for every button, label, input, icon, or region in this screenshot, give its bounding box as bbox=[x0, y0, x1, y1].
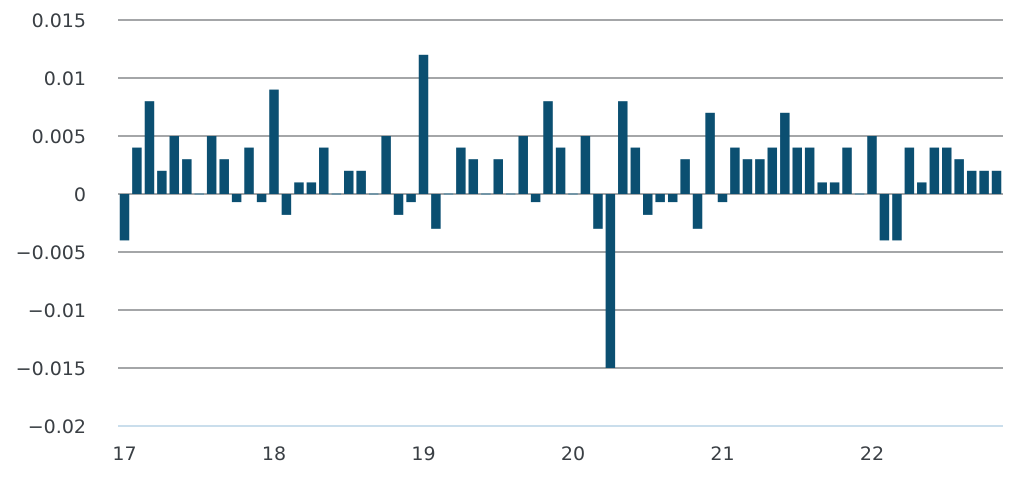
bar bbox=[966, 170, 977, 194]
y-tick-label: 0 bbox=[74, 184, 86, 206]
bar bbox=[929, 147, 940, 194]
y-tick-label: −0.01 bbox=[28, 300, 86, 322]
bar bbox=[294, 182, 304, 194]
bar bbox=[331, 193, 342, 195]
bar bbox=[182, 159, 192, 194]
bar bbox=[132, 147, 142, 194]
bar bbox=[692, 194, 703, 229]
bar bbox=[493, 159, 503, 194]
bar bbox=[530, 194, 541, 203]
bar bbox=[505, 193, 516, 195]
bar bbox=[655, 194, 665, 203]
bar bbox=[568, 193, 578, 195]
bar bbox=[842, 147, 852, 194]
bar bbox=[730, 147, 740, 194]
x-tick-label: 18 bbox=[262, 443, 286, 465]
bar bbox=[717, 194, 728, 203]
bar bbox=[954, 159, 964, 194]
bar bbox=[705, 112, 715, 194]
bar bbox=[879, 194, 890, 241]
bar bbox=[804, 147, 815, 194]
bar bbox=[269, 89, 279, 194]
bar bbox=[169, 136, 180, 194]
bar bbox=[555, 147, 566, 194]
bar bbox=[468, 159, 479, 194]
y-tick-label: 0.005 bbox=[32, 126, 86, 148]
bar bbox=[829, 182, 840, 194]
bar bbox=[418, 54, 429, 194]
bar bbox=[817, 182, 827, 194]
y-tick-label: −0.005 bbox=[16, 242, 86, 264]
bar bbox=[767, 147, 778, 194]
bar bbox=[119, 194, 130, 241]
bar bbox=[991, 170, 1002, 194]
bar bbox=[979, 170, 989, 194]
y-tick-label: −0.015 bbox=[16, 358, 86, 380]
bar bbox=[543, 101, 553, 194]
bar bbox=[680, 159, 690, 194]
x-tick-label: 17 bbox=[112, 443, 136, 465]
bars bbox=[119, 54, 1002, 368]
bar bbox=[481, 193, 491, 195]
bar bbox=[219, 159, 229, 194]
y-tick-label: −0.02 bbox=[28, 416, 86, 438]
x-tick-label: 21 bbox=[710, 443, 734, 465]
bar bbox=[381, 136, 391, 194]
bar bbox=[406, 194, 416, 203]
x-axis-tick-labels: 17 18 19 20 21 22 bbox=[112, 443, 884, 465]
bar bbox=[306, 182, 317, 194]
bar bbox=[393, 194, 404, 215]
bar bbox=[281, 194, 292, 215]
bar bbox=[344, 170, 354, 194]
bar bbox=[667, 194, 678, 203]
bar bbox=[206, 136, 217, 194]
bar bbox=[742, 159, 753, 194]
bar bbox=[194, 193, 204, 195]
bar bbox=[256, 194, 267, 203]
bar bbox=[605, 194, 616, 368]
bar bbox=[443, 193, 454, 195]
bar bbox=[618, 101, 628, 194]
bar bbox=[157, 170, 167, 194]
bar bbox=[792, 147, 802, 194]
bar bbox=[867, 136, 877, 194]
bar bbox=[456, 147, 466, 194]
bar bbox=[917, 182, 927, 194]
bar bbox=[431, 194, 441, 229]
bar bbox=[942, 147, 952, 194]
bar bbox=[580, 136, 591, 194]
bar bbox=[244, 147, 254, 194]
bar bbox=[319, 147, 329, 194]
bar bbox=[904, 147, 915, 194]
x-tick-label: 20 bbox=[561, 443, 585, 465]
bar bbox=[368, 193, 379, 195]
bar bbox=[593, 194, 603, 229]
bar bbox=[755, 159, 765, 194]
bar bbox=[643, 194, 653, 215]
y-tick-label: 0.015 bbox=[32, 10, 86, 32]
bar bbox=[780, 112, 790, 194]
bar bbox=[630, 147, 641, 194]
x-tick-label: 22 bbox=[860, 443, 884, 465]
bar bbox=[892, 194, 902, 241]
bar bbox=[231, 194, 242, 203]
bar bbox=[356, 170, 366, 194]
x-tick-label: 19 bbox=[411, 443, 435, 465]
y-axis-tick-labels: 0.015 0.01 0.005 0 −0.005 −0.01 −0.015 −0.02 bbox=[16, 10, 86, 438]
bar bbox=[854, 193, 865, 195]
gridlines bbox=[118, 19, 1003, 427]
bar bbox=[144, 101, 155, 194]
y-tick-label: 0.01 bbox=[44, 68, 86, 90]
bar bbox=[518, 136, 528, 194]
